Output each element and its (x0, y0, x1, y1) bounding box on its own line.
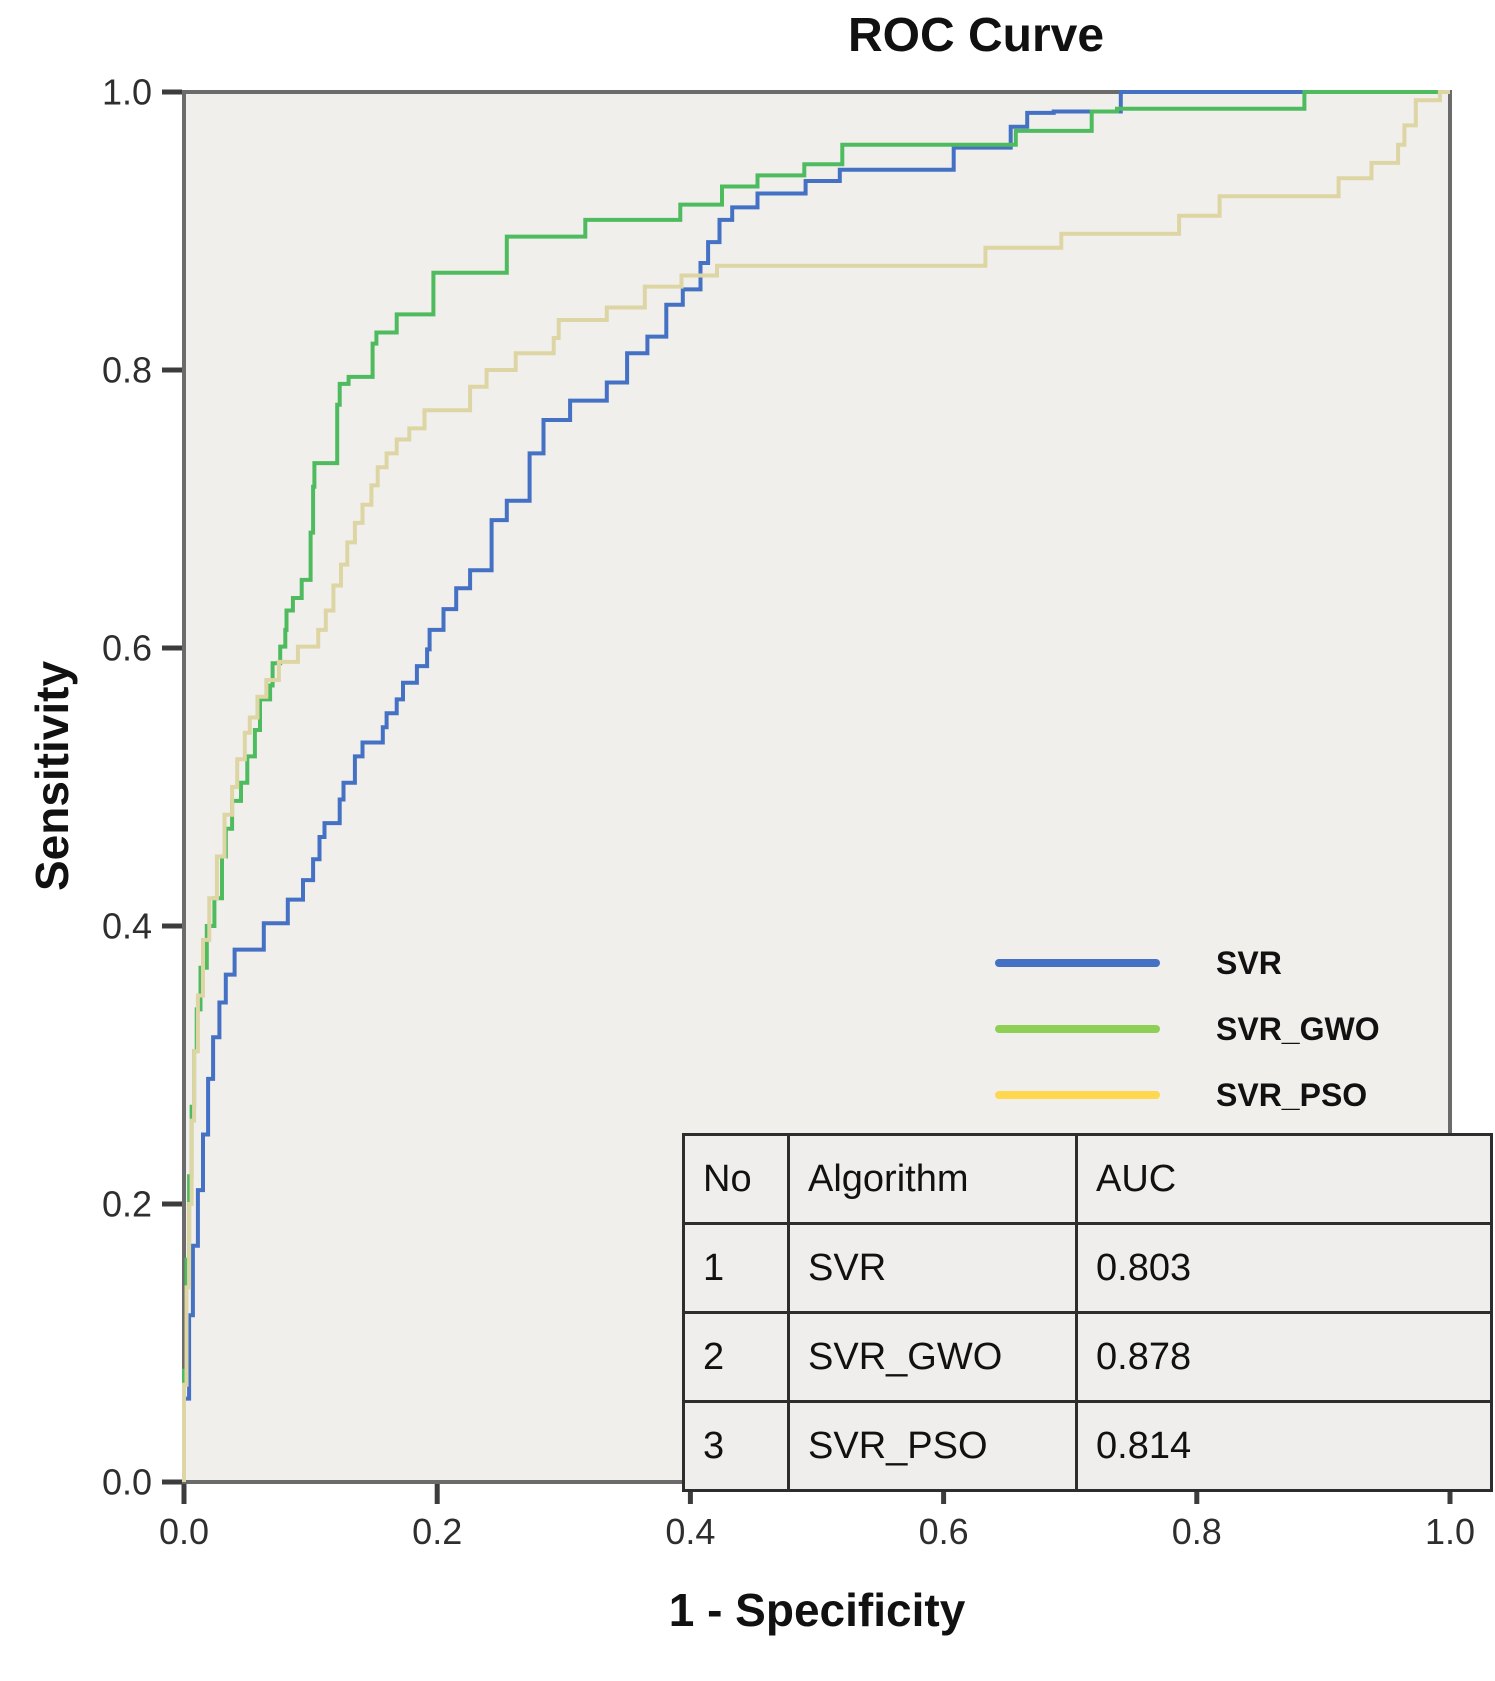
table-cell: 0.814 (1075, 1400, 1493, 1492)
x-tick-label: 0.0 (159, 1511, 209, 1552)
legend-row-svr_gwo: SVR_GWO (995, 996, 1380, 1062)
roc-curve-svr_pso (182, 90, 1450, 1482)
table-header-row: No Algorithm AUC (682, 1133, 1493, 1225)
table-header-cell: AUC (1075, 1133, 1493, 1225)
table-cell: 0.803 (1075, 1222, 1493, 1314)
x-tick-label: 0.2 (412, 1511, 462, 1552)
table-cell: SVR_PSO (787, 1400, 1078, 1492)
legend-line-icon (995, 959, 1160, 967)
y-tick-label: 0.4 (102, 906, 152, 947)
x-tick-label: 0.6 (919, 1511, 969, 1552)
table-row: 3 SVR_PSO 0.814 (682, 1400, 1493, 1492)
auc-table: No Algorithm AUC 1 SVR 0.803 2 SVR_GWO 0.878 3 SV… (682, 1133, 1493, 1492)
legend-row-svr: SVR (995, 930, 1380, 996)
table-cell: SVR_GWO (787, 1311, 1078, 1403)
table-cell: 1 (682, 1222, 790, 1314)
y-tick-label: 1.0 (102, 72, 152, 113)
table-row: 1 SVR 0.803 (682, 1222, 1493, 1314)
table-cell: SVR (787, 1222, 1078, 1314)
legend-label: SVR (1216, 944, 1282, 981)
auc-table-header: No Algorithm AUC (682, 1133, 1493, 1225)
table-header-cell: Algorithm (787, 1133, 1078, 1225)
y-tick-label: 0.2 (102, 1184, 152, 1225)
table-cell: 2 (682, 1311, 790, 1403)
y-axis-title: Sensitivity (26, 660, 78, 892)
legend-label: SVR_PSO (1216, 1076, 1368, 1113)
roc-curve-svr_gwo (182, 90, 1450, 1482)
table-cell: 3 (682, 1400, 790, 1492)
legend-label: SVR_GWO (1216, 1010, 1380, 1047)
auc-table-body: 1 SVR 0.803 2 SVR_GWO 0.878 3 SVR_PSO 0.814 (682, 1222, 1493, 1492)
y-tick-label: 0.0 (102, 1462, 152, 1503)
legend-row-svr_pso: SVR_PSO (995, 1062, 1380, 1128)
y-tick-label: 0.6 (102, 628, 152, 669)
table-cell: 0.878 (1075, 1311, 1493, 1403)
x-axis-title: 1 - Specificity (668, 1584, 966, 1636)
legend: SVR SVR_GWO SVR_PSO (995, 930, 1380, 1128)
chart-title: ROC Curve (847, 9, 1105, 62)
table-header-cell: No (682, 1133, 790, 1225)
table-row: 2 SVR_GWO 0.878 (682, 1311, 1493, 1403)
roc-curve-svr (182, 90, 1450, 1482)
x-tick-label: 1.0 (1425, 1511, 1475, 1552)
x-tick-label: 0.8 (1172, 1511, 1222, 1552)
y-tick-label: 0.8 (102, 350, 152, 391)
legend-line-icon (995, 1025, 1160, 1033)
x-tick-label: 0.4 (665, 1511, 715, 1552)
legend-line-icon (995, 1091, 1160, 1099)
